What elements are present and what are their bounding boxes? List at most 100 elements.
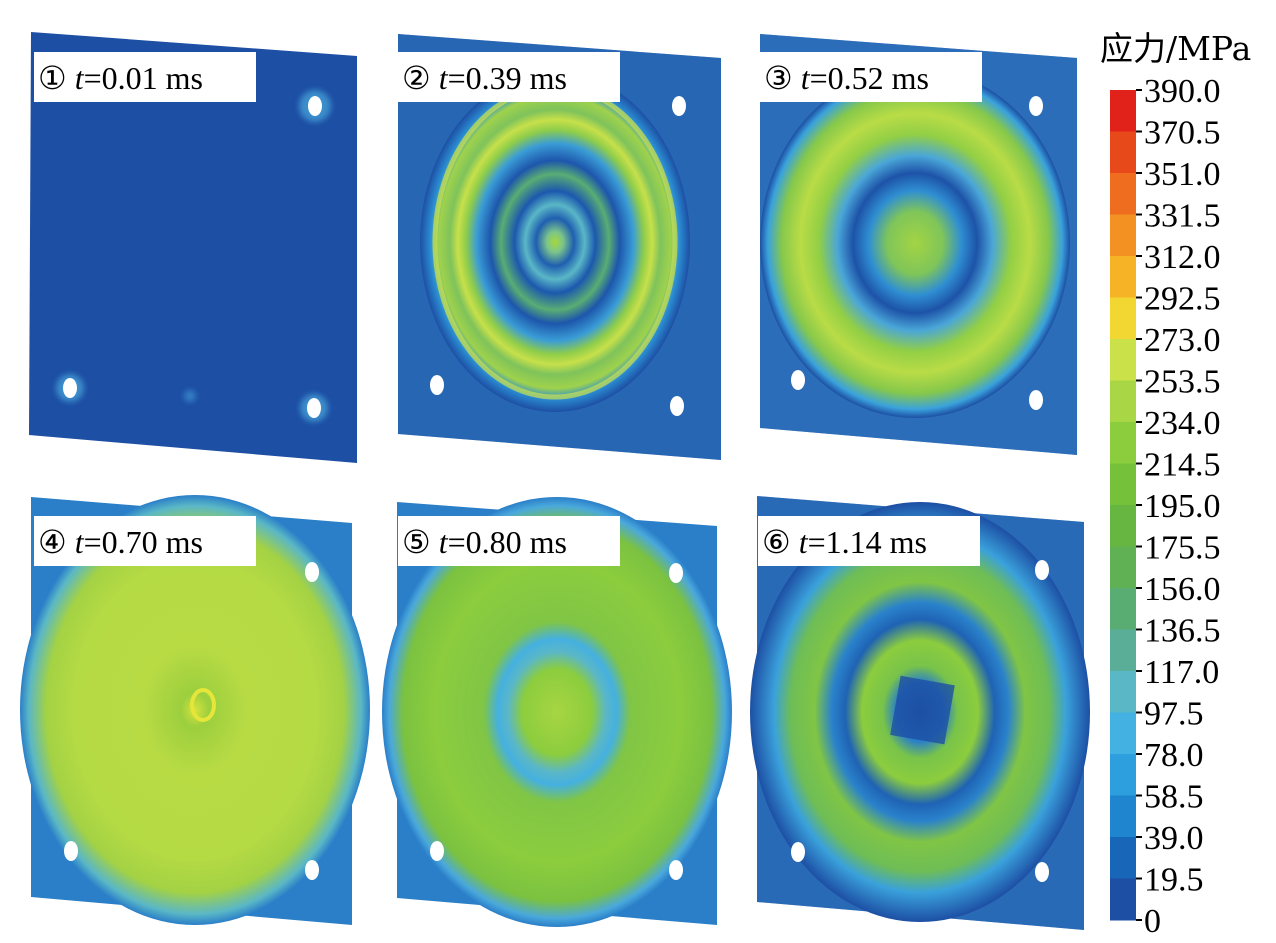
- panel-3: [760, 34, 1077, 455]
- time-symbol: t: [801, 60, 811, 96]
- legend-tick-label: 0: [1144, 903, 1161, 940]
- time-symbol: t: [799, 524, 809, 560]
- legend-tick-label: 175.5: [1144, 530, 1221, 567]
- label-box: [758, 516, 980, 566]
- legend-tick-label: 78.0: [1144, 737, 1204, 774]
- bolt-hole: [63, 378, 77, 398]
- time-label: ⑥ t=1.14 ms: [762, 524, 927, 560]
- plate-1: [29, 32, 357, 463]
- panel-5: [382, 497, 732, 927]
- stress-wave-field: [20, 495, 370, 925]
- bolt-hole: [670, 396, 684, 416]
- legend-swatch: [1110, 297, 1136, 340]
- legend-tick-label: 39.0: [1144, 820, 1204, 857]
- legend-swatch: [1110, 173, 1136, 215]
- panel-label-2: ② t=0.39 ms: [398, 52, 620, 102]
- label-box: [398, 516, 620, 566]
- bolt-hole: [669, 563, 683, 583]
- panel-number: ②: [402, 60, 439, 96]
- panel-label-1: ① t=0.01 ms: [34, 52, 256, 102]
- legend-swatch: [1110, 795, 1136, 838]
- legend-tick-label: 312.0: [1144, 239, 1221, 276]
- time-label: ① t=0.01 ms: [38, 60, 203, 96]
- legend-swatch: [1110, 505, 1136, 547]
- panel-label-6: ⑥ t=1.14 ms: [758, 516, 980, 566]
- panel-number: ⑥: [762, 524, 799, 560]
- legend-tick-label: 117.0: [1144, 654, 1219, 691]
- legend-swatch: [1110, 588, 1136, 630]
- bolt-hole: [430, 375, 444, 395]
- time-symbol: t: [439, 524, 449, 560]
- legend-swatch: [1110, 256, 1136, 298]
- time-label: ⑤ t=0.80 ms: [402, 524, 567, 560]
- time-value: =1.14 ms: [808, 524, 927, 560]
- legend-tick-label: 195.0: [1144, 488, 1221, 525]
- time-value: =0.52 ms: [810, 60, 929, 96]
- legend-tick-label: 58.5: [1144, 779, 1204, 816]
- legend-swatch: [1110, 712, 1136, 755]
- legend-swatch: [1110, 380, 1136, 423]
- legend-swatch: [1110, 878, 1136, 921]
- legend-swatch: [1110, 131, 1136, 174]
- panel-6: [750, 496, 1090, 930]
- bolt-hole: [64, 841, 78, 861]
- panel-number: ③: [764, 60, 801, 96]
- legend-swatch: [1110, 629, 1136, 672]
- bolt-hole: [672, 96, 686, 116]
- panel-1: [29, 32, 357, 463]
- bolt-hole: [791, 842, 805, 862]
- stress-legend: 应力/MPa 390.0 370.5 351.0 331.5 312.0 292.5 273…: [1100, 29, 1251, 940]
- panel-label-5: ⑤ t=0.80 ms: [398, 516, 620, 566]
- panel-number: ⑤: [402, 524, 439, 560]
- stress-wave-field: [760, 68, 1070, 418]
- bolt-hole: [305, 562, 319, 582]
- panel-label-4: ④ t=0.70 ms: [34, 516, 256, 566]
- bolt-hole: [305, 860, 319, 880]
- bolt-hole: [791, 370, 805, 390]
- label-box: [34, 52, 256, 102]
- panel-4: [20, 495, 370, 925]
- time-label: ② t=0.39 ms: [402, 60, 567, 96]
- time-symbol: t: [75, 524, 85, 560]
- legend-tick-label: 253.5: [1144, 364, 1221, 401]
- legend-tick-label: 19.5: [1144, 862, 1204, 899]
- bolt-hole: [1029, 96, 1043, 116]
- legend-tick-label: 292.5: [1144, 281, 1221, 318]
- panel-label-3: ③ t=0.52 ms: [760, 52, 982, 102]
- panel-2: [398, 34, 721, 460]
- legend-tick-label: 136.5: [1144, 613, 1221, 650]
- time-label: ③ t=0.52 ms: [764, 60, 929, 96]
- time-symbol: t: [75, 60, 85, 96]
- time-symbol: t: [439, 60, 449, 96]
- bolt-hole: [669, 860, 683, 880]
- label-box: [398, 52, 620, 102]
- bolt-hole: [307, 398, 321, 418]
- time-value: =0.80 ms: [448, 524, 567, 560]
- legend-swatch: [1110, 339, 1136, 381]
- bolt-hole: [308, 96, 322, 116]
- legend-tick-label: 331.5: [1144, 198, 1221, 235]
- legend-swatch: [1110, 90, 1136, 132]
- time-value: =0.01 ms: [84, 60, 203, 96]
- time-value: =0.70 ms: [84, 524, 203, 560]
- legend-tick-label: 97.5: [1144, 696, 1204, 733]
- legend-swatch: [1110, 214, 1136, 257]
- bolt-hole: [430, 841, 444, 861]
- label-box: [760, 52, 982, 102]
- legend-swatch: [1110, 671, 1136, 713]
- legend-swatch: [1110, 754, 1136, 796]
- legend-swatch: [1110, 837, 1136, 879]
- label-box: [34, 516, 256, 566]
- legend-swatch: [1110, 546, 1136, 589]
- legend-swatch: [1110, 463, 1136, 506]
- legend-tick-label: 351.0: [1144, 156, 1221, 193]
- legend-title: 应力/MPa: [1100, 29, 1251, 68]
- panel-number: ①: [38, 60, 75, 96]
- time-label: ④ t=0.70 ms: [38, 524, 203, 560]
- time-value: =0.39 ms: [448, 60, 567, 96]
- stress-wave-field: [382, 497, 732, 927]
- legend-tick-label: 214.5: [1144, 447, 1221, 484]
- stress-wave-field: [420, 72, 690, 412]
- bolt-hole: [1035, 862, 1049, 882]
